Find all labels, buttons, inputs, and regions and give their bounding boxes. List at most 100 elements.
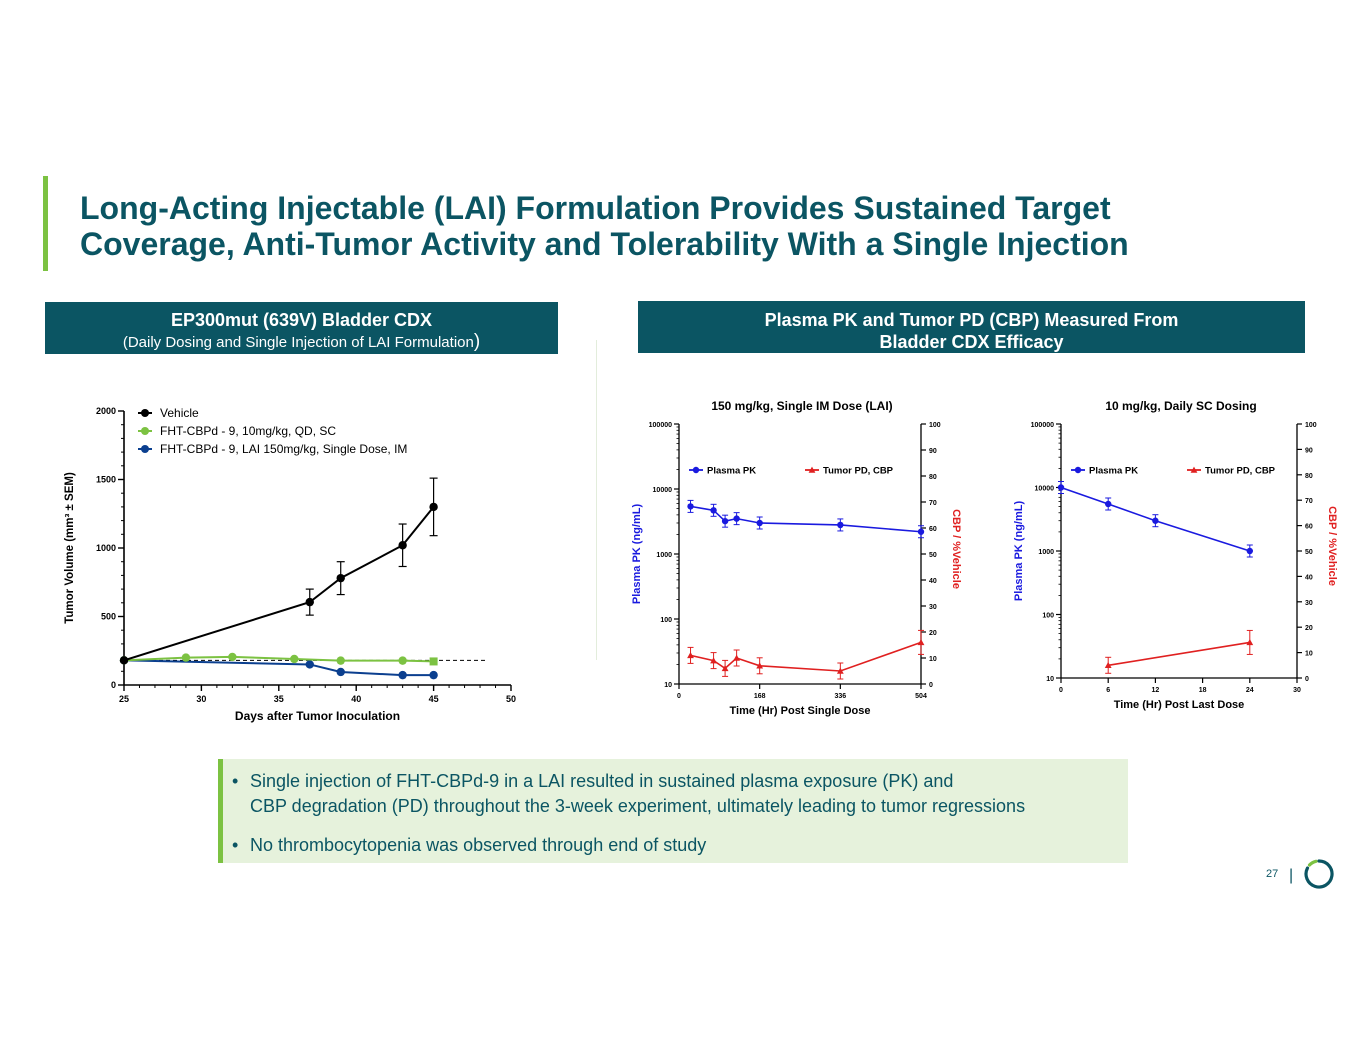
pk-series-line — [1060, 486, 1251, 552]
bullet-dot: • — [232, 771, 239, 791]
legend-marker — [808, 466, 816, 473]
pk-data-point — [687, 503, 694, 510]
right-panel-header: Plasma PK and Tumor PD (CBP) Measured Fr… — [638, 301, 1305, 353]
pd-data-point — [710, 657, 717, 664]
right-y-tick-label: 100 — [1305, 422, 1317, 429]
right-y-tick-label: 70 — [929, 500, 937, 507]
key-findings-callout: • Single injection of FHT-CBPd-9 in a LA… — [218, 759, 1128, 863]
x-tick-label: 336 — [834, 693, 846, 700]
series-line — [123, 506, 435, 662]
x-tick-label: 40 — [351, 694, 361, 704]
legend-marker — [692, 466, 700, 474]
pk-data-point — [1057, 484, 1065, 491]
x-axis-label: Time (Hr) Post Last Dose — [1114, 699, 1245, 711]
left-y-tick-label: 100 — [660, 617, 672, 624]
pd-data-point — [917, 639, 925, 646]
right-y-tick-label: 20 — [1305, 625, 1313, 632]
tumor-volume-chart: 0 500 1000 1500 2000 25 30 35 40 45 50 Days after T… — [64, 406, 516, 723]
data-point — [398, 541, 407, 550]
pk-pd-single-dose-chart: 150 mg/kg, Single IM Dose (LAI)101001000… — [631, 399, 962, 717]
pk-data-point — [1105, 500, 1112, 508]
y-tick-label: 1500 — [96, 475, 116, 485]
x-tick-label: 30 — [1293, 687, 1301, 694]
findings-list: • Single injection of FHT-CBPd-9 in a LA… — [232, 769, 1025, 858]
x-tick-label: 30 — [196, 694, 206, 704]
data-point — [119, 656, 129, 665]
finding-1-line-1: Single injection of FHT-CBPd-9 in a LAI … — [250, 771, 954, 791]
page-separator: | — [1289, 867, 1294, 884]
legend-label: Plasma PK — [707, 466, 756, 477]
series-line — [123, 659, 434, 677]
left-y-tick-label: 10 — [1046, 676, 1054, 683]
data-point — [336, 667, 345, 677]
right-y-tick-label: 40 — [1305, 574, 1313, 581]
pk-data-point — [721, 517, 729, 525]
left-header-subtitle-text: Daily Dosing and Single Injection of LAI… — [127, 334, 474, 351]
y-tick-label: 500 — [101, 612, 116, 622]
data-point — [305, 660, 314, 669]
legend-label: FHT-CBPd - 9, LAI 150mg/kg, Single Dose,… — [160, 442, 407, 456]
right-y-tick-label: 10 — [1305, 651, 1313, 658]
x-axis-label: Time (Hr) Post Single Dose — [730, 705, 871, 717]
page-number: 27 — [1266, 868, 1279, 880]
title-line-1: Long-Acting Injectable (LAI) Formulation… — [80, 190, 1111, 226]
legend-label: Tumor PD, CBP — [1205, 466, 1276, 477]
left-y-tick-label: 10000 — [1035, 486, 1055, 493]
finding-2-text: No thrombocytopenia was observed through… — [250, 835, 707, 855]
left-y-tick-label: 1000 — [656, 552, 672, 559]
x-tick-label: 18 — [1199, 687, 1207, 694]
left-header-paren-open: ( — [122, 334, 128, 351]
data-point — [429, 502, 438, 512]
legend-label: Plasma PK — [1089, 466, 1138, 477]
y-tick-label: 1000 — [96, 543, 116, 553]
legend-marker — [141, 445, 149, 453]
pd-data-point — [721, 665, 729, 672]
left-y-axis-label: Plasma PK (ng/mL) — [1013, 501, 1025, 602]
left-y-tick-label: 1000 — [1038, 549, 1054, 556]
right-y-tick-label: 30 — [1305, 600, 1313, 607]
right-y-tick-label: 50 — [929, 552, 937, 559]
x-tick-label: 12 — [1152, 687, 1160, 694]
left-y-tick-label: 10000 — [653, 487, 673, 494]
panel-divider — [596, 340, 597, 660]
right-y-tick-label: 100 — [929, 422, 941, 429]
finding-item-2: • No thrombocytopenia was observed throu… — [232, 833, 1025, 858]
x-tick-label: 35 — [274, 694, 284, 704]
left-y-axis-label: Plasma PK (ng/mL) — [631, 504, 643, 605]
left-y-tick-label: 100000 — [649, 422, 672, 429]
chart-title: 10 mg/kg, Daily SC Dosing — [1105, 399, 1256, 413]
x-tick-label: 0 — [677, 693, 681, 700]
x-tick-label: 45 — [429, 694, 439, 704]
right-y-tick-label: 10 — [929, 656, 937, 663]
pk-data-point — [837, 521, 844, 529]
right-y-tick-label: 80 — [1305, 473, 1313, 480]
pk-data-point — [917, 528, 925, 535]
pd-data-point — [836, 667, 844, 674]
right-y-tick-label: 80 — [929, 474, 937, 481]
title-accent-bar — [43, 176, 48, 271]
x-tick-label: 24 — [1246, 687, 1254, 694]
right-header-line-1: Plasma PK and Tumor PD (CBP) Measured Fr… — [764, 310, 1179, 330]
chart-title: 150 mg/kg, Single IM Dose (LAI) — [711, 399, 892, 413]
callout-accent-bar — [218, 759, 223, 863]
pk-data-point — [1246, 547, 1253, 555]
finding-1-line-2: CBP degradation (PD) throughout the 3-we… — [250, 796, 1026, 816]
pk-pd-daily-dosing-chart: 10 mg/kg, Daily SC Dosing 10 100 1000 10000 1… — [1013, 399, 1338, 711]
pd-data-point — [1246, 639, 1254, 646]
pk-data-point — [710, 507, 717, 514]
left-y-tick-label: 10 — [664, 682, 672, 689]
legend-marker — [141, 427, 149, 435]
pk-data-point — [1152, 517, 1159, 524]
data-point — [228, 652, 237, 662]
pd-data-point — [756, 662, 764, 669]
bullet-dot: • — [232, 835, 239, 855]
right-y-tick-label: 40 — [929, 578, 937, 585]
right-y-tick-label: 0 — [929, 682, 933, 689]
data-point — [290, 654, 299, 664]
x-tick-label: 50 — [506, 694, 516, 704]
data-point — [429, 657, 438, 666]
legend-marker — [141, 409, 149, 417]
pk-data-point — [756, 519, 763, 527]
right-y-tick-label: 70 — [1305, 498, 1313, 505]
finding-item-1: • Single injection of FHT-CBPd-9 in a LA… — [232, 769, 1025, 819]
